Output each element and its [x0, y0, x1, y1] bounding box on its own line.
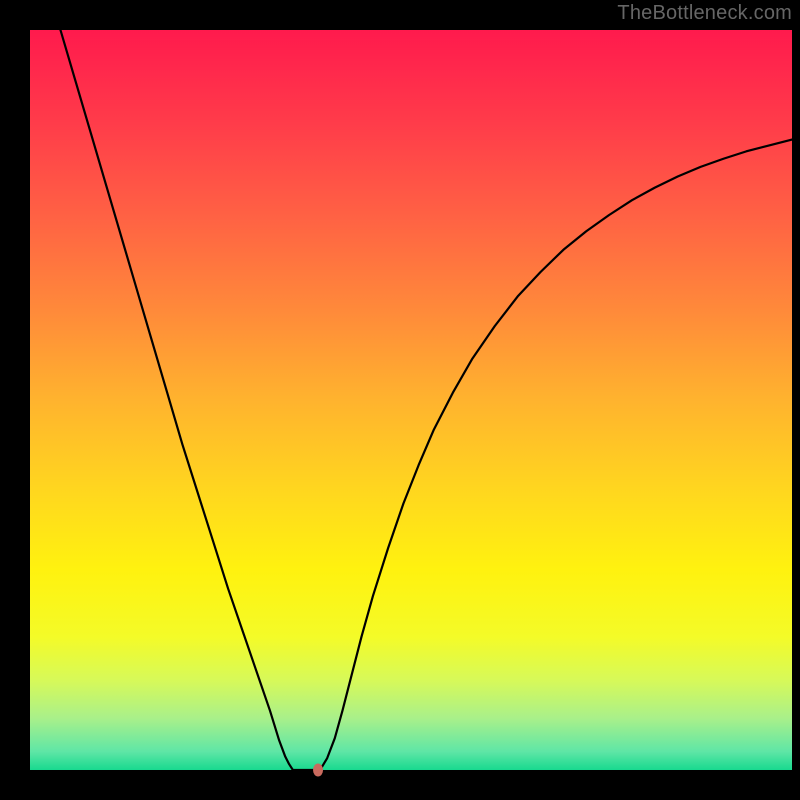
watermark-text: TheBottleneck.com — [617, 2, 792, 25]
bottleneck-chart — [0, 0, 800, 800]
optimal-point-marker — [313, 764, 323, 777]
chart-svg — [0, 0, 800, 800]
plot-background — [30, 30, 792, 770]
